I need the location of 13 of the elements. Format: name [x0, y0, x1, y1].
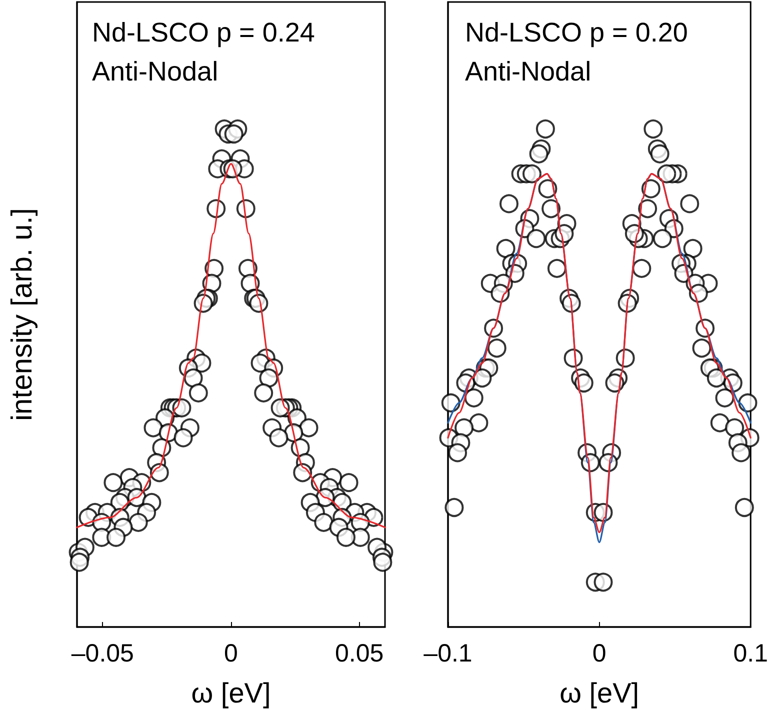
- x-tick-label: –0.1: [424, 640, 472, 668]
- x-tick-label: 0: [592, 640, 606, 668]
- chart-title: Nd-LSCO p = 0.24: [92, 18, 315, 48]
- chart-title: Nd-LSCO p = 0.20: [465, 18, 688, 48]
- y-axis-title: intensity [arb. u.]: [6, 208, 38, 421]
- x-tick-label: 0.1: [733, 640, 768, 668]
- chart-subtitle: Anti-Nodal: [465, 56, 592, 86]
- x-tick-label: 0.05: [334, 640, 384, 668]
- x-axis-title: ω [eV]: [560, 678, 640, 708]
- x-tick-label: –0.05: [71, 640, 134, 668]
- x-tick-label: 0: [224, 640, 238, 668]
- x-axis-title: ω [eV]: [191, 678, 271, 708]
- chart-subtitle: Anti-Nodal: [92, 56, 218, 86]
